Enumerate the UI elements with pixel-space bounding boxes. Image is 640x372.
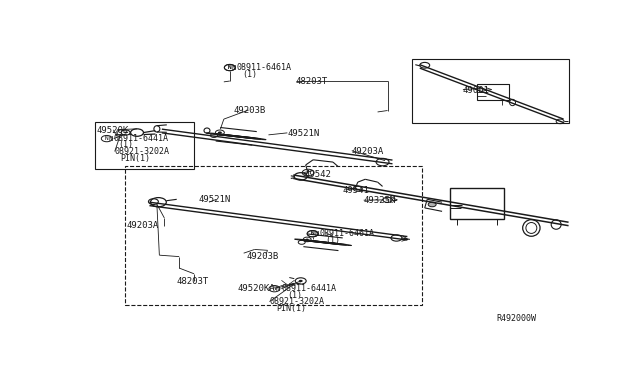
- Text: N: N: [108, 135, 113, 142]
- Text: 08921-3202A: 08921-3202A: [269, 297, 324, 306]
- Text: N: N: [105, 136, 109, 141]
- Bar: [477, 84, 509, 100]
- Text: 49325M: 49325M: [364, 196, 396, 205]
- Circle shape: [299, 280, 303, 282]
- Text: 08911-6441A: 08911-6441A: [282, 284, 337, 293]
- Text: N: N: [314, 231, 318, 237]
- Text: N: N: [276, 286, 280, 292]
- Text: 49521N: 49521N: [198, 195, 230, 204]
- Text: 49542: 49542: [304, 170, 331, 179]
- Text: N: N: [228, 65, 232, 70]
- Text: 48203T: 48203T: [177, 277, 209, 286]
- Text: N: N: [231, 65, 236, 71]
- Text: (1): (1): [118, 140, 134, 150]
- Text: N: N: [311, 231, 314, 236]
- Text: 49203A: 49203A: [352, 147, 384, 156]
- Circle shape: [306, 238, 308, 240]
- Text: 08921-3202A: 08921-3202A: [115, 147, 170, 156]
- Text: 49203A: 49203A: [126, 221, 158, 230]
- Bar: [125, 166, 422, 305]
- Text: 08911-6461A: 08911-6461A: [237, 63, 292, 72]
- Circle shape: [124, 132, 127, 134]
- Text: 49521N: 49521N: [287, 129, 319, 138]
- Text: (1): (1): [326, 236, 340, 245]
- Text: R492000W: R492000W: [497, 314, 536, 323]
- Text: 48203T: 48203T: [296, 77, 328, 86]
- Text: 49541: 49541: [343, 186, 370, 195]
- Text: (1): (1): [243, 70, 258, 78]
- Circle shape: [385, 199, 390, 201]
- Bar: [95, 122, 194, 169]
- Text: 49203B: 49203B: [234, 106, 266, 115]
- Text: N: N: [228, 65, 232, 70]
- Text: 49520KA: 49520KA: [237, 284, 275, 293]
- Text: N: N: [311, 231, 314, 236]
- Text: 08911-6461A: 08911-6461A: [319, 229, 374, 238]
- Text: PIN(1): PIN(1): [276, 304, 306, 312]
- Text: 49520K: 49520K: [97, 126, 129, 135]
- Text: 49001: 49001: [463, 86, 490, 95]
- Text: PIN(1): PIN(1): [121, 154, 150, 163]
- Text: 08911-6441A: 08911-6441A: [114, 134, 169, 143]
- Circle shape: [218, 131, 222, 134]
- Bar: [412, 59, 568, 124]
- Text: (1): (1): [287, 291, 302, 300]
- Bar: [449, 189, 504, 219]
- Text: N: N: [273, 286, 276, 291]
- Circle shape: [428, 202, 436, 207]
- Text: 49203B: 49203B: [246, 251, 278, 260]
